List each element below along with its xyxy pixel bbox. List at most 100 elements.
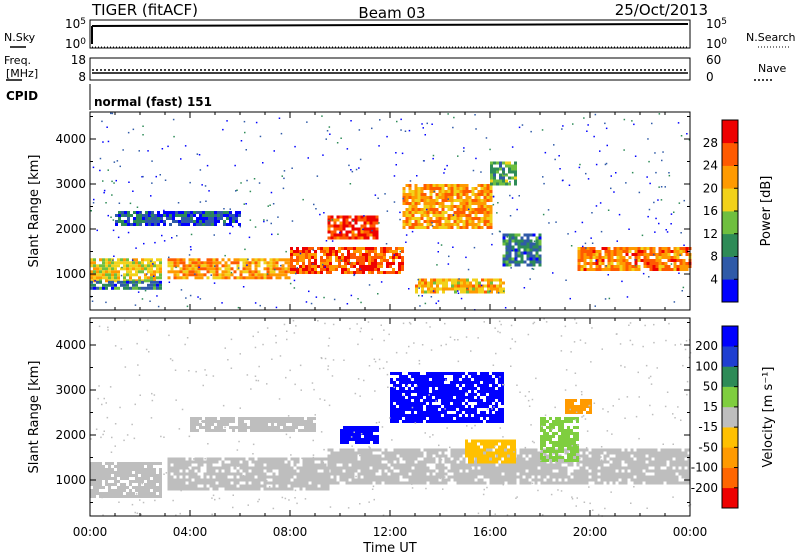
range-gate-cell [651,469,655,473]
range-gate-cell [108,483,111,486]
range-gate-cell [529,263,533,267]
range-gate-cell [396,411,399,414]
range-gate-cell [301,429,304,432]
range-gate-cell [423,417,426,420]
range-gate-cell [493,176,496,180]
range-gate-cell [624,454,628,458]
range-gate-cell [639,472,643,476]
range-gate-cell [552,466,556,470]
range-gate-cell [678,460,682,464]
range-gate-cell [426,457,430,461]
range-gate-cell [187,214,190,217]
range-gate-cell [411,208,415,211]
range-gate-cell [462,475,466,479]
range-gate-cell [399,417,402,420]
range-gate-cell [141,477,144,480]
range-gate-cell [245,484,249,488]
noise-point [480,171,482,173]
noise-point [581,221,584,224]
range-gate-cell [368,271,371,274]
range-gate-cell [375,478,379,482]
range-gate-cell [396,399,399,402]
range-gate-cell [93,492,96,495]
range-gate-cell [302,481,306,485]
range-gate-cell [132,468,135,471]
range-gate-cell [616,268,620,271]
range-gate-cell [462,472,466,476]
range-gate-cell [441,451,445,455]
range-gate-cell [211,423,214,426]
range-gate-cell [206,487,210,491]
range-gate-cell [342,451,346,455]
range-gate-cell [280,417,283,420]
range-gate-cell [179,270,183,274]
range-gate-cell [332,247,335,250]
range-gate-cell [360,460,364,464]
range-gate-cell [335,259,338,262]
range-gate-cell [395,271,398,274]
range-gate-cell [263,487,267,491]
noise-point [662,151,664,153]
range-gate-cell [99,462,102,465]
range-gate-cell [459,220,463,223]
noise-point [323,296,325,299]
range-gate-cell [567,478,571,482]
range-gate-cell [673,265,677,268]
noise-point [374,194,377,196]
range-gate-cell [389,247,392,250]
range-gate-cell [618,460,622,464]
range-gate-cell [595,262,599,265]
noise-point [447,113,449,115]
range-gate-cell [284,267,288,271]
range-gate-cell [600,475,604,479]
range-gate-cell [429,208,433,211]
range-gate-cell [272,487,276,491]
range-gate-cell [308,265,311,268]
range-gate-cell [420,217,424,220]
range-gate-cell [502,179,505,183]
range-gate-cell [679,259,683,262]
range-gate-cell [358,441,361,444]
range-gate-cell [150,267,153,271]
range-gate-cell [361,429,364,432]
range-gate-cell [173,463,177,467]
range-gate-cell [477,478,481,482]
range-gate-cell [430,287,433,291]
range-gate-cell [369,230,373,234]
range-gate-cell [353,253,356,256]
noise-point [404,130,407,132]
range-gate-cell [471,469,475,473]
noise-point [533,240,536,242]
range-gate-cell [383,253,386,256]
noise-point [198,266,200,269]
range-gate-cell [481,290,484,294]
range-gate-cell [619,268,623,271]
range-gate-cell [278,267,282,271]
noise-point [346,303,349,305]
range-gate-cell [438,463,442,467]
range-gate-cell [339,224,343,228]
range-gate-cell [580,247,584,250]
range-gate-cell [486,472,490,476]
range-gate-cell [260,475,264,479]
range-gate-cell [420,396,423,399]
range-gate-cell [408,220,412,223]
range-gate-cell [468,208,472,211]
range-gate-cell [170,466,174,470]
range-gate-cell [357,233,361,237]
range-gate-cell [411,472,415,476]
range-gate-cell [421,287,424,291]
range-gate-cell [435,420,438,423]
range-gate-cell [129,462,132,465]
range-gate-cell [396,402,399,405]
range-gate-cell [284,258,288,262]
range-gate-cell [199,417,202,420]
range-gate-cell [370,432,373,435]
noise-point [172,118,175,121]
range-gate-cell [508,170,511,174]
range-gate-cell [221,276,225,280]
range-gate-cell [573,472,577,476]
range-gate-cell [230,478,234,482]
noise-point [106,126,108,128]
noise-point [254,226,257,228]
